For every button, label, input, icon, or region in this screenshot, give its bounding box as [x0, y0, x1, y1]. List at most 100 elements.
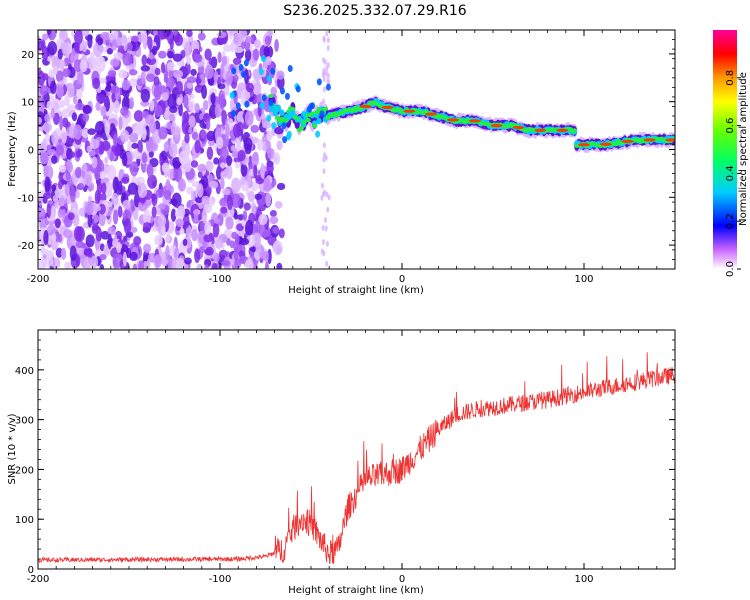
- noise-blob: [325, 65, 329, 72]
- noise-blob: [203, 248, 212, 255]
- noise-blob: [199, 246, 206, 254]
- noise-blob: [185, 225, 192, 239]
- ridge-blob: [287, 112, 293, 120]
- noise-blob: [326, 45, 330, 52]
- noise-blob: [47, 41, 58, 56]
- noise-blob: [144, 114, 155, 125]
- noise-blob: [201, 195, 210, 205]
- ridge-peak: [490, 124, 503, 128]
- noise-blob: [57, 208, 63, 219]
- noise-blob: [231, 150, 240, 159]
- noise-blob: [320, 248, 324, 255]
- noise-blob: [149, 99, 155, 112]
- noise-blob: [214, 238, 223, 250]
- noise-blob: [79, 59, 88, 73]
- noise-blob: [169, 113, 176, 123]
- noise-blob: [224, 123, 230, 140]
- noise-blob: [219, 177, 225, 190]
- noise-blob: [38, 68, 43, 76]
- noise-blob: [75, 166, 82, 179]
- noise-blob: [266, 162, 274, 174]
- y-tick-label: 300: [15, 416, 34, 427]
- noise-blob: [321, 224, 325, 231]
- noise-blob: [252, 151, 259, 162]
- noise-blob: [63, 229, 73, 239]
- noise-blob: [141, 54, 148, 66]
- noise-blob: [106, 164, 117, 181]
- noise-blob: [60, 99, 66, 109]
- noise-blob: [38, 207, 45, 218]
- noise-blob: [231, 177, 241, 194]
- noise-blob: [276, 70, 285, 80]
- noise-blob: [75, 240, 85, 249]
- ridge-peak: [556, 128, 569, 132]
- noise-blob: [220, 170, 228, 179]
- noise-blob: [256, 139, 264, 151]
- noise-blob: [171, 257, 177, 269]
- noise-blob: [113, 234, 118, 248]
- noise-blob: [263, 250, 269, 262]
- ridge-peak: [599, 142, 612, 146]
- noise-blob: [112, 176, 120, 193]
- noise-blob: [73, 30, 83, 45]
- noise-blob: [325, 30, 329, 37]
- noise-blob: [165, 231, 171, 244]
- noise-blob: [77, 148, 83, 158]
- noise-blob: [108, 30, 119, 41]
- noise-blob: [321, 71, 325, 78]
- noise-blob: [255, 177, 265, 185]
- spectrogram-y-label: Frequency (Hz): [7, 111, 18, 187]
- noise-blob: [163, 189, 172, 200]
- noise-blob: [213, 70, 219, 83]
- ridge-blob: [274, 115, 281, 120]
- noise-blob: [40, 246, 45, 257]
- noise-blob: [225, 70, 233, 86]
- noise-blob: [230, 145, 237, 152]
- noise-blob: [155, 188, 165, 198]
- noise-blob: [177, 205, 186, 219]
- noise-blob: [73, 124, 83, 140]
- noise-blob: [97, 160, 102, 167]
- noise-blob: [164, 68, 169, 84]
- noise-blob: [246, 172, 252, 188]
- noise-blob: [100, 105, 107, 117]
- noise-blob: [269, 210, 277, 217]
- noise-blob: [253, 39, 261, 49]
- noise-blob: [78, 207, 86, 217]
- noise-blob: [64, 183, 71, 197]
- noise-blob: [82, 163, 88, 174]
- noise-blob: [87, 128, 97, 135]
- noise-blob: [94, 189, 101, 205]
- noise-blob: [123, 235, 128, 243]
- noise-blob: [254, 81, 262, 95]
- ridge-peak: [534, 128, 547, 132]
- ridge-blob: [322, 106, 329, 111]
- noise-blob: [187, 126, 193, 134]
- noise-blob: [269, 216, 279, 225]
- noise-blob: [181, 118, 190, 135]
- noise-blob: [184, 144, 191, 157]
- noise-blob: [157, 50, 167, 59]
- noise-blob: [121, 244, 129, 259]
- ridge-blob: [315, 130, 321, 138]
- colorbar-ticks: 0.0 0.2 0.4 0.6 0.8: [725, 70, 741, 277]
- noise-blob: [81, 128, 89, 139]
- noise-blob: [51, 54, 56, 69]
- noise-blob: [255, 243, 262, 254]
- y-tick-label: 20: [21, 50, 34, 61]
- noise-blob: [221, 188, 231, 196]
- noise-blob: [186, 76, 197, 84]
- noise-blob: [76, 87, 83, 100]
- noise-blob: [43, 229, 49, 245]
- y-tick-label: 100: [15, 515, 34, 526]
- ridge-peak: [359, 104, 372, 109]
- ridge-blob: [281, 122, 287, 130]
- noise-blob: [218, 249, 228, 258]
- noise-blob: [225, 164, 233, 180]
- colorbar-gradient: [713, 30, 737, 269]
- ridge-blob: [235, 102, 241, 110]
- noise-blob: [58, 164, 66, 173]
- ridge-peak: [512, 125, 525, 130]
- noise-blob: [75, 189, 80, 199]
